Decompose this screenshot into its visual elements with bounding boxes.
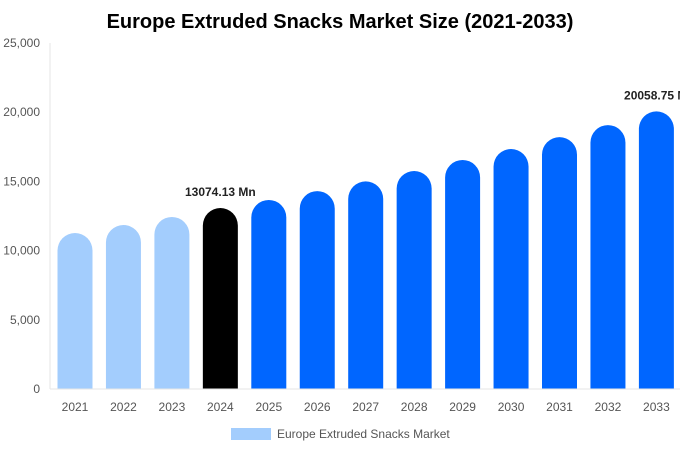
bar-2032[interactable] bbox=[590, 125, 626, 390]
bar-2021[interactable] bbox=[57, 233, 93, 389]
y-axis: 0 5,000 10,000 15,000 20,000 25,000 bbox=[3, 36, 51, 396]
y-tick-label: 0 bbox=[33, 382, 40, 396]
bar-2031[interactable] bbox=[542, 137, 577, 389]
x-tick-label: 2027 bbox=[352, 400, 379, 414]
x-tick-label: 2031 bbox=[546, 400, 573, 414]
x-tick-label: 2022 bbox=[110, 400, 137, 414]
bar-2028[interactable] bbox=[396, 171, 432, 389]
legend-label: Europe Extruded Snacks Market bbox=[277, 427, 450, 441]
chart-title: Europe Extruded Snacks Market Size (2021… bbox=[107, 11, 574, 33]
x-tick-label: 2024 bbox=[207, 400, 234, 414]
x-tick-label: 2021 bbox=[62, 400, 89, 414]
y-tick-label: 20,000 bbox=[3, 105, 40, 119]
legend[interactable]: Europe Extruded Snacks Market bbox=[231, 427, 450, 441]
bar-2033[interactable] bbox=[638, 111, 674, 389]
x-tick-label: 2029 bbox=[449, 400, 476, 414]
y-tick-label: 5,000 bbox=[10, 313, 40, 327]
bar-2026[interactable] bbox=[299, 191, 335, 389]
x-axis: 2021 2022 2023 2024 2025 2026 2027 2028 2029 2030… bbox=[50, 388, 680, 414]
bars: 13074.13 Mn 20058.75 Mn bbox=[57, 88, 680, 390]
bar-2025[interactable] bbox=[251, 199, 287, 389]
data-label: 20058.75 Mn bbox=[624, 88, 680, 102]
y-tick-label: 10,000 bbox=[3, 244, 40, 258]
bar-2024[interactable] bbox=[202, 208, 238, 389]
bar-2023[interactable] bbox=[154, 216, 190, 389]
x-tick-label: 2025 bbox=[255, 400, 282, 414]
bar-2022[interactable] bbox=[105, 224, 141, 389]
x-tick-label: 2033 bbox=[643, 400, 670, 414]
x-tick-label: 2030 bbox=[498, 400, 525, 414]
bar-2027[interactable] bbox=[348, 181, 384, 389]
data-label: 13074.13 Mn bbox=[185, 185, 256, 199]
x-tick-label: 2023 bbox=[159, 400, 186, 414]
y-tick-label: 25,000 bbox=[3, 36, 40, 50]
y-tick-label: 15,000 bbox=[3, 174, 40, 188]
legend-swatch bbox=[231, 428, 271, 440]
x-tick-label: 2026 bbox=[304, 400, 331, 414]
bar-2029[interactable] bbox=[445, 159, 481, 389]
bar-2030[interactable] bbox=[493, 149, 529, 389]
x-tick-label: 2028 bbox=[401, 400, 428, 414]
x-tick-label: 2032 bbox=[595, 400, 622, 414]
